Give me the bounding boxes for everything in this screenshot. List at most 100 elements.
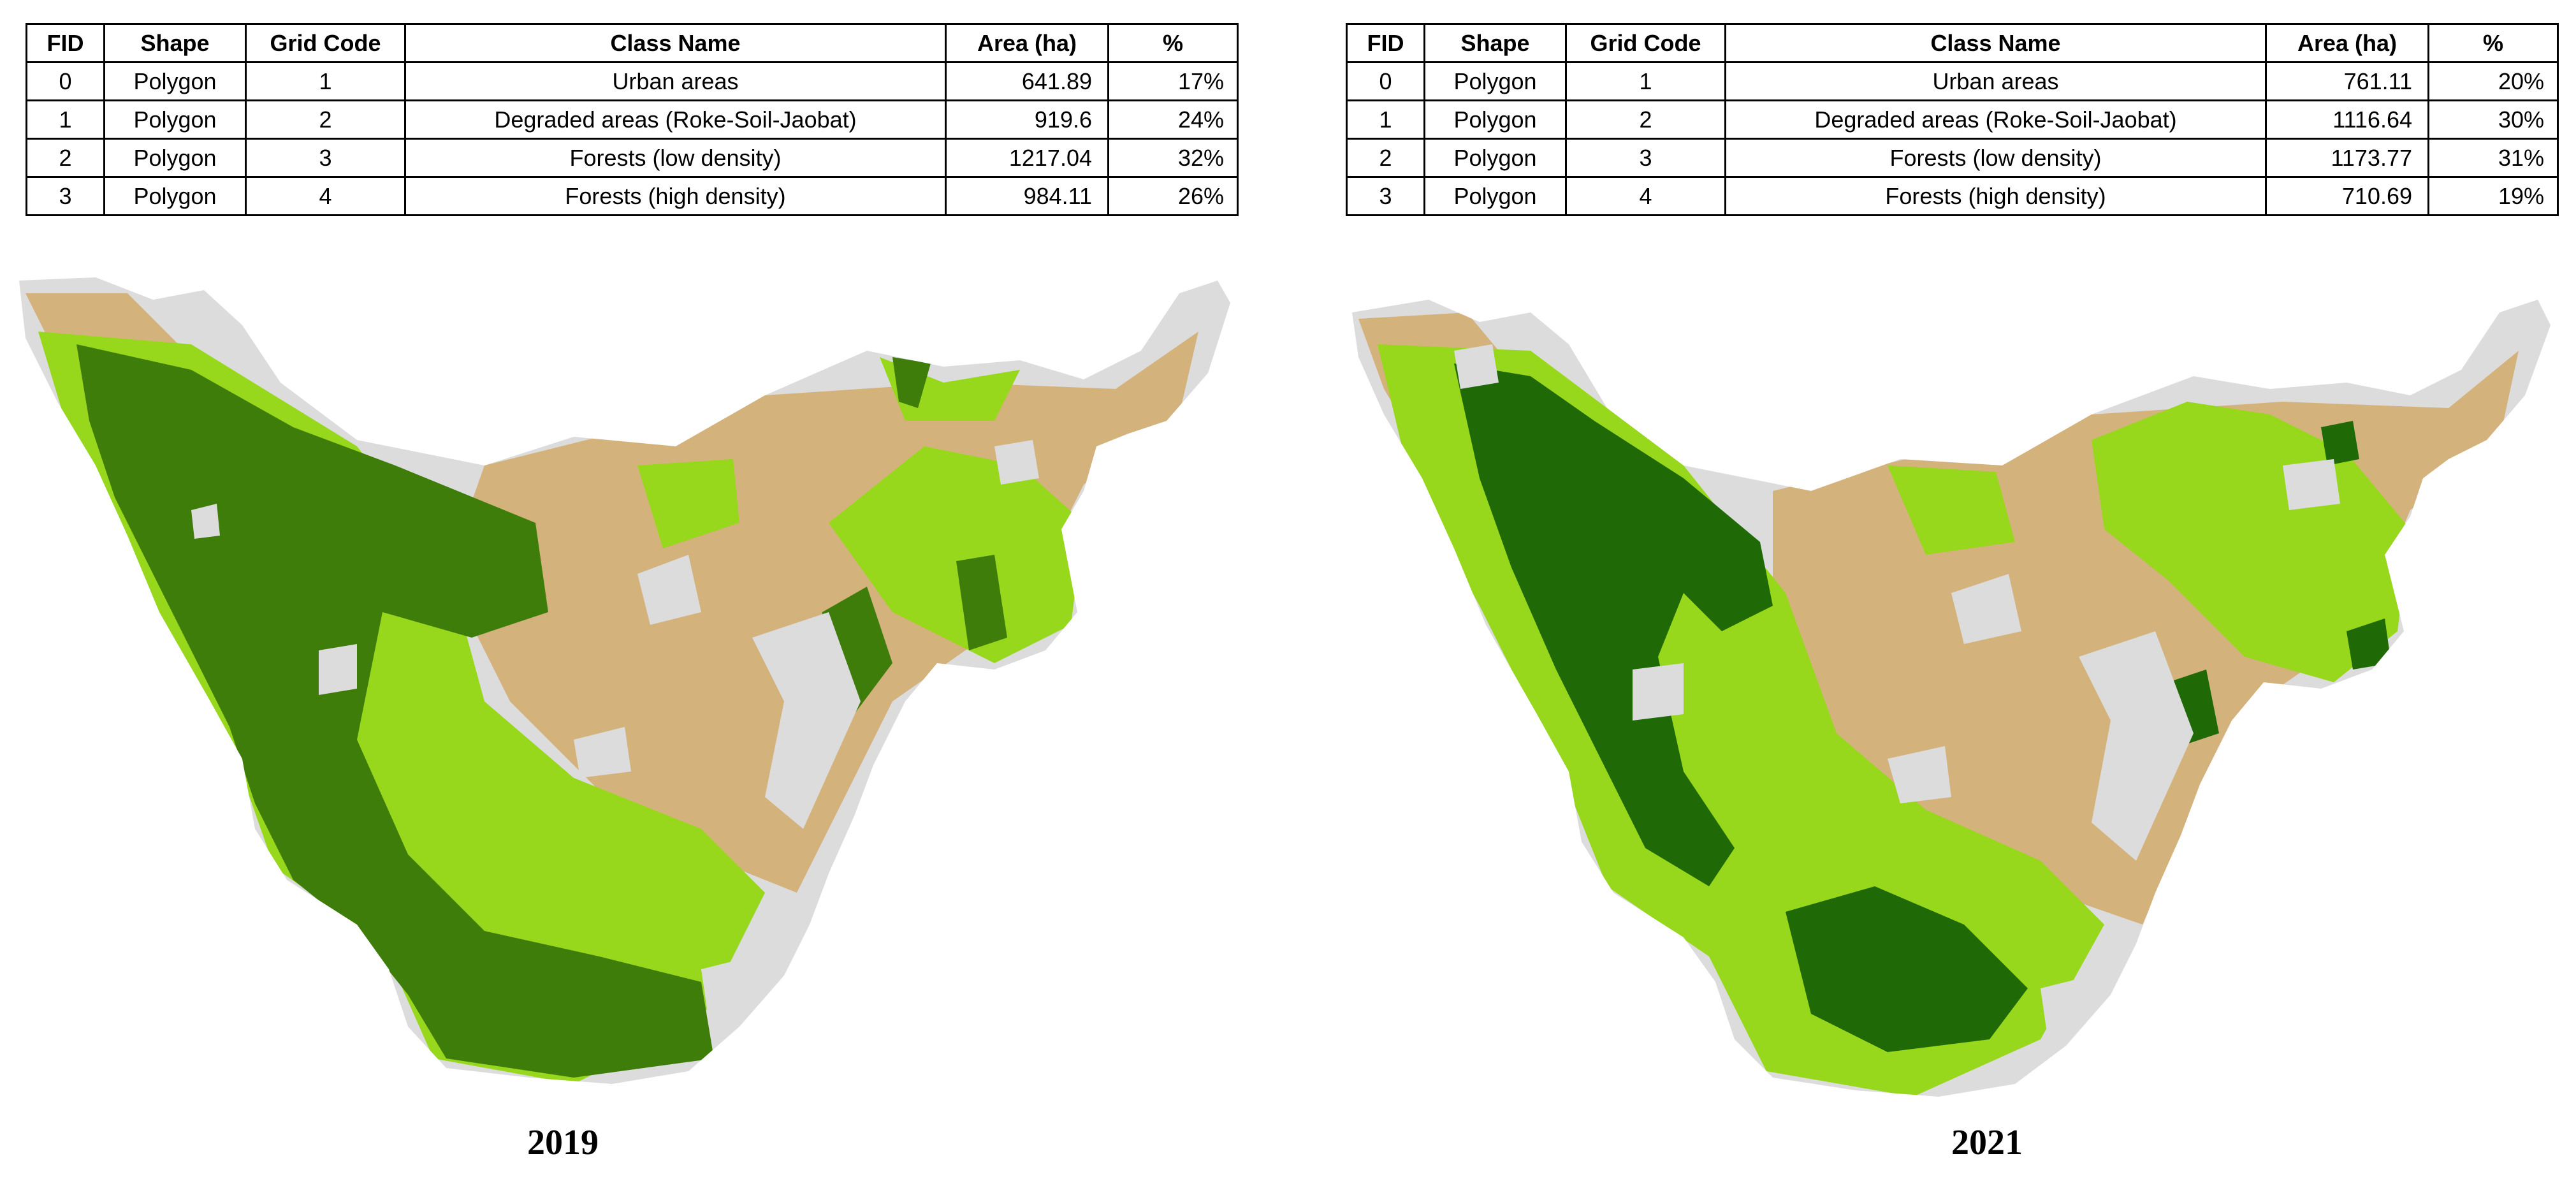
table-header-row: FID Shape Grid Code Class Name Area (ha)… <box>1346 23 2559 63</box>
table-row: 1 Polygon 2 Degraded areas (Roke-Soil-Ja… <box>1346 99 2559 140</box>
cell-grid-code: 2 <box>245 99 406 140</box>
cell-class-name: Degraded areas (Roke-Soil-Jaobat) <box>404 99 947 140</box>
header-area: Area (ha) <box>945 23 1109 63</box>
urban-area-patch <box>319 644 357 695</box>
urban-area-patch <box>1888 746 1951 803</box>
cell-grid-code: 2 <box>1565 99 1726 140</box>
cell-area: 761.11 <box>2265 61 2429 101</box>
cell-fid: 1 <box>25 99 105 140</box>
table-row: 1 Polygon 2 Degraded areas (Roke-Soil-Ja… <box>25 99 1239 140</box>
urban-area-patch <box>191 504 220 539</box>
cell-area: 710.69 <box>2265 176 2429 216</box>
map-year-label: 2019 <box>527 1123 599 1162</box>
map-panel-2019: FID Shape Grid Code Class Name Area (ha)… <box>0 0 1249 1193</box>
land-cover-map-2019 <box>0 255 1249 1103</box>
cell-grid-code: 4 <box>1565 176 1726 216</box>
urban-area-patch <box>574 727 631 778</box>
cell-fid: 0 <box>1346 61 1425 101</box>
cell-percent: 30% <box>2427 99 2559 140</box>
cell-fid: 2 <box>25 138 105 178</box>
forest-high-density-patch <box>892 357 931 408</box>
cell-area: 919.6 <box>945 99 1109 140</box>
cell-shape: Polygon <box>103 138 247 178</box>
table-row: 3 Polygon 4 Forests (high density) 984.1… <box>25 176 1239 216</box>
map-svg-2019 <box>19 277 1230 1084</box>
cell-shape: Polygon <box>1423 99 1567 140</box>
cell-percent: 32% <box>1107 138 1239 178</box>
cell-shape: Polygon <box>1423 176 1567 216</box>
header-shape: Shape <box>103 23 247 63</box>
cell-shape: Polygon <box>103 176 247 216</box>
forest-low-density-patch <box>637 459 739 548</box>
header-fid: FID <box>25 23 105 63</box>
urban-area-patch <box>701 956 752 1014</box>
header-area: Area (ha) <box>2265 23 2429 63</box>
header-grid-code: Grid Code <box>1565 23 1726 63</box>
cell-shape: Polygon <box>1423 138 1567 178</box>
forest-high-density-patch <box>1454 363 1773 886</box>
cell-fid: 3 <box>25 176 105 216</box>
cell-fid: 3 <box>1346 176 1425 216</box>
urban-area-patch <box>1951 574 2021 644</box>
cell-class-name: Forests (low density) <box>404 138 947 178</box>
cell-grid-code: 1 <box>1565 61 1726 101</box>
urban-area-patch <box>637 555 701 625</box>
cell-class-name: Degraded areas (Roke-Soil-Jaobat) <box>1724 99 2267 140</box>
cell-class-name: Forests (high density) <box>404 176 947 216</box>
header-fid: FID <box>1346 23 1425 63</box>
cell-class-name: Forests (low density) <box>1724 138 2267 178</box>
cell-fid: 1 <box>1346 99 1425 140</box>
urban-area-patch <box>2283 459 2340 510</box>
urban-area-patch <box>1633 663 1684 721</box>
attribute-table-2019: FID Shape Grid Code Class Name Area (ha)… <box>25 23 1239 216</box>
header-percent: % <box>1107 23 1239 63</box>
table-row: 0 Polygon 1 Urban areas 761.11 20% <box>1346 61 2559 101</box>
cell-area: 1173.77 <box>2265 138 2429 178</box>
urban-area-patch <box>2079 631 2194 861</box>
cell-shape: Polygon <box>103 99 247 140</box>
header-shape: Shape <box>1423 23 1567 63</box>
cell-area: 641.89 <box>945 61 1109 101</box>
header-class-name: Class Name <box>404 23 947 63</box>
forest-low-density-patch <box>829 446 1084 663</box>
land-cover-map-2021 <box>1327 274 2576 1122</box>
urban-area-patch <box>1454 344 1499 389</box>
table-row: 0 Polygon 1 Urban areas 641.89 17% <box>25 61 1239 101</box>
cell-fid: 0 <box>25 61 105 101</box>
cell-percent: 19% <box>2427 176 2559 216</box>
forest-low-density-patch <box>1888 465 2015 555</box>
map-year-label: 2021 <box>1951 1123 2023 1162</box>
cell-percent: 17% <box>1107 61 1239 101</box>
map-svg-2021 <box>1352 300 2551 1097</box>
header-class-name: Class Name <box>1724 23 2267 63</box>
urban-area-patch <box>2041 976 2092 1033</box>
cell-grid-code: 1 <box>245 61 406 101</box>
cell-grid-code: 4 <box>245 176 406 216</box>
cell-shape: Polygon <box>103 61 247 101</box>
table-row: 2 Polygon 3 Forests (low density) 1217.0… <box>25 138 1239 178</box>
cell-percent: 24% <box>1107 99 1239 140</box>
forest-high-density-patch <box>2321 421 2359 465</box>
cell-class-name: Urban areas <box>1724 61 2267 101</box>
table-header-row: FID Shape Grid Code Class Name Area (ha)… <box>25 23 1239 63</box>
forest-high-density-patch <box>2347 618 2391 670</box>
cell-shape: Polygon <box>1423 61 1567 101</box>
cell-percent: 31% <box>2427 138 2559 178</box>
forest-high-density-patch <box>76 344 714 1078</box>
cell-grid-code: 3 <box>245 138 406 178</box>
forest-high-density-patch <box>1786 886 2028 1052</box>
cell-area: 1116.64 <box>2265 99 2429 140</box>
cell-area: 1217.04 <box>945 138 1109 178</box>
forest-high-density-patch <box>956 555 1007 650</box>
cell-area: 984.11 <box>945 176 1109 216</box>
header-percent: % <box>2427 23 2559 63</box>
table-row: 2 Polygon 3 Forests (low density) 1173.7… <box>1346 138 2559 178</box>
urban-area-patch <box>994 440 1039 485</box>
header-grid-code: Grid Code <box>245 23 406 63</box>
cell-percent: 20% <box>2427 61 2559 101</box>
table-row: 3 Polygon 4 Forests (high density) 710.6… <box>1346 176 2559 216</box>
map-panel-2021: FID Shape Grid Code Class Name Area (ha)… <box>1327 0 2576 1193</box>
cell-class-name: Forests (high density) <box>1724 176 2267 216</box>
attribute-table-2021: FID Shape Grid Code Class Name Area (ha)… <box>1346 23 2559 216</box>
cell-class-name: Urban areas <box>404 61 947 101</box>
